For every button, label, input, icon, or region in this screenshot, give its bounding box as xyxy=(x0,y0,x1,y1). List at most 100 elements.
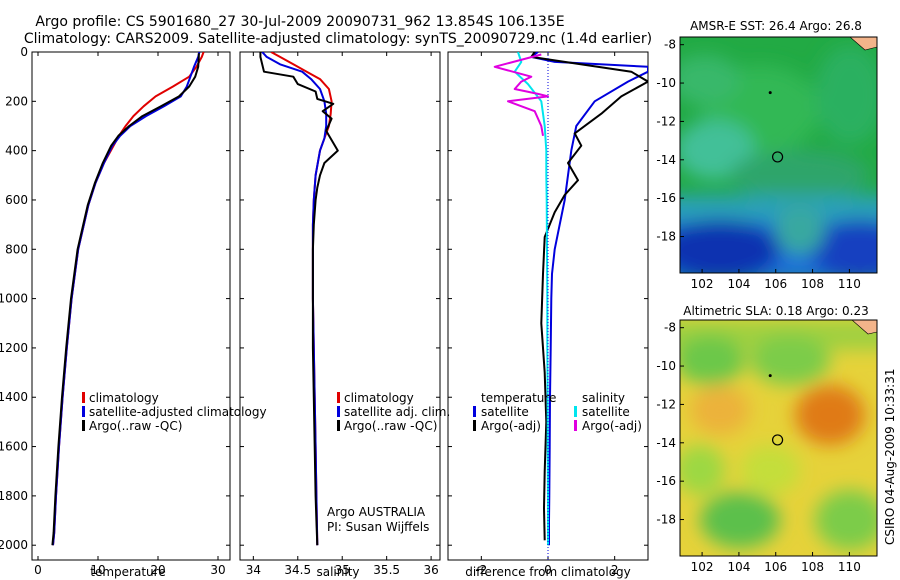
legend-swatch-satellite xyxy=(82,406,85,417)
sst-map-frame xyxy=(679,36,878,274)
map-x-tick-label: 104 xyxy=(727,277,750,291)
map-x-tick-label: 108 xyxy=(801,277,824,291)
map-x-tick-label: 102 xyxy=(691,560,714,574)
y-tick-label: 1800 xyxy=(0,489,28,503)
map-x-tick-label: 102 xyxy=(691,277,714,291)
map-y-tick-label: -10 xyxy=(656,76,676,90)
temperature-legend: climatology satellite-adjusted climatolo… xyxy=(82,391,267,433)
temperature-series xyxy=(51,52,205,546)
series-line-argo-raw-qc xyxy=(259,52,339,546)
temperature-x-label: temperature xyxy=(90,565,165,579)
salinity-annotation-line2: PI: Susan Wijffels xyxy=(327,520,429,534)
y-tick-label: 1000 xyxy=(0,292,28,306)
sst-map-title: AMSR-E SST: 26.4 Argo: 26.8 xyxy=(690,19,862,33)
temperature-axis-ticks: 0 10 20 30 0 200 400 600 800 1000 1200 1400 1600 1800… xyxy=(0,45,230,577)
series-line-argo-raw-qc xyxy=(51,53,200,546)
profile-location-marker xyxy=(771,151,784,163)
map-y-tick-label: -18 xyxy=(656,230,676,244)
y-tick-label: 600 xyxy=(5,193,28,207)
sla-map-title: Altimetric SLA: 0.18 Argo: 0.23 xyxy=(683,304,868,318)
sst-map-axis-ticks: 102 104 106 108 110 -8 -10 -12 -14 -16 -18 xyxy=(656,38,860,291)
y-tick-label: 800 xyxy=(5,242,28,256)
x-tick-label: 30 xyxy=(210,563,225,577)
sla-map-frame xyxy=(679,319,878,557)
map-y-tick-label: -16 xyxy=(656,474,676,488)
sst-map-markers xyxy=(768,91,784,163)
x-tick-label: -2 xyxy=(475,563,487,577)
legend-label-satellite: satellite-adjusted climatology xyxy=(89,405,267,419)
map-y-tick-label: -16 xyxy=(656,191,676,205)
legend-swatch-argo xyxy=(337,420,340,431)
legend-title-temperature: temperature xyxy=(481,391,556,405)
map-y-tick-label: -14 xyxy=(656,153,676,167)
map-y-tick-label: -12 xyxy=(656,397,676,411)
legend-swatch-sal-argo xyxy=(574,420,577,431)
map-x-tick-label: 104 xyxy=(727,560,750,574)
x-tick-label: 34 xyxy=(246,563,261,577)
legend-swatch-climatology xyxy=(337,392,340,403)
legend-title-salinity: salinity xyxy=(582,391,625,405)
temperature-panel-frame xyxy=(31,51,231,561)
x-tick-label: 20 xyxy=(150,563,165,577)
legend-label-sal-satellite: satellite xyxy=(582,405,630,419)
y-tick-label: 200 xyxy=(5,94,28,108)
legend-swatch-temp-satellite xyxy=(473,406,476,417)
previous-location-dot xyxy=(768,374,772,378)
y-tick-label: 1200 xyxy=(0,341,28,355)
y-tick-label: 400 xyxy=(5,144,28,158)
legend-swatch-temp-argo xyxy=(473,420,476,431)
x-tick-label: 10 xyxy=(90,563,105,577)
x-tick-label: 2 xyxy=(611,563,619,577)
difference-axis-ticks: -2 0 2 xyxy=(448,51,648,577)
series-line-temperature-satellite xyxy=(530,52,648,546)
x-tick-label: 35.5 xyxy=(373,563,400,577)
sst-map-field xyxy=(680,37,877,273)
x-tick-label: 34.5 xyxy=(284,563,311,577)
figure-title-line2: Climatology: CARS2009. Satellite-adjuste… xyxy=(24,31,652,47)
series-line-temperature-argo-adj xyxy=(530,52,648,541)
y-tick-label: 1400 xyxy=(0,390,28,404)
salinity-x-label: salinity xyxy=(316,565,359,579)
salinity-annotation-line1: Argo AUSTRALIA xyxy=(327,505,426,519)
legend-label-argo: Argo(..raw -QC) xyxy=(89,419,182,433)
map-y-tick-label: -8 xyxy=(664,321,676,335)
profile-location-marker xyxy=(771,434,784,446)
map-x-tick-label: 110 xyxy=(838,560,861,574)
map-x-tick-label: 108 xyxy=(801,560,824,574)
salinity-panel-frame xyxy=(239,51,441,561)
legend-label-satellite: satellite adj. clim. xyxy=(344,405,450,419)
difference-x-label: difference from climatology xyxy=(465,565,631,579)
map-x-tick-label: 106 xyxy=(764,277,787,291)
legend-label-temp-satellite: satellite xyxy=(481,405,529,419)
legend-label-climatology: climatology xyxy=(89,391,159,405)
x-tick-label: 0 xyxy=(34,563,42,577)
figure-title-line1: Argo profile: CS 5901680_27 30-Jul-2009 … xyxy=(35,14,564,30)
legend-label-sal-argo: Argo(-adj) xyxy=(582,419,642,433)
y-tick-label: 1600 xyxy=(0,440,28,454)
legend-label-argo: Argo(..raw -QC) xyxy=(344,419,437,433)
map-x-tick-label: 106 xyxy=(764,560,787,574)
y-tick-label: 2000 xyxy=(0,538,28,552)
map-y-tick-label: -8 xyxy=(664,38,676,52)
map-y-tick-label: -10 xyxy=(656,359,676,373)
difference-legend: temperature satellite Argo(-adj) salinit… xyxy=(473,391,642,433)
legend-swatch-argo xyxy=(82,420,85,431)
x-tick-label: 35 xyxy=(335,563,350,577)
series-line-salinity-argo-adj xyxy=(493,53,549,136)
sla-map-field xyxy=(680,320,877,556)
salinity-legend: climatology satellite adj. clim. Argo(..… xyxy=(337,391,450,433)
legend-swatch-sal-satellite xyxy=(574,406,577,417)
salinity-series xyxy=(259,52,339,546)
y-tick-label: 0 xyxy=(20,45,28,59)
sla-map-markers xyxy=(768,374,784,446)
salinity-axis-ticks: 34 34.5 35 35.5 36 xyxy=(240,51,440,577)
legend-swatch-climatology xyxy=(82,392,85,403)
map-y-tick-label: -14 xyxy=(656,436,676,450)
previous-location-dot xyxy=(768,91,772,95)
sla-map-axis-ticks: 102 104 106 108 110 -8 -10 -12 -14 -16 -18 xyxy=(656,321,860,574)
map-y-tick-label: -18 xyxy=(656,513,676,527)
map-x-tick-label: 110 xyxy=(838,277,861,291)
footer-credit: CSIRO 04-Aug-2009 10:33:31 xyxy=(883,369,897,545)
legend-label-climatology: climatology xyxy=(344,391,414,405)
